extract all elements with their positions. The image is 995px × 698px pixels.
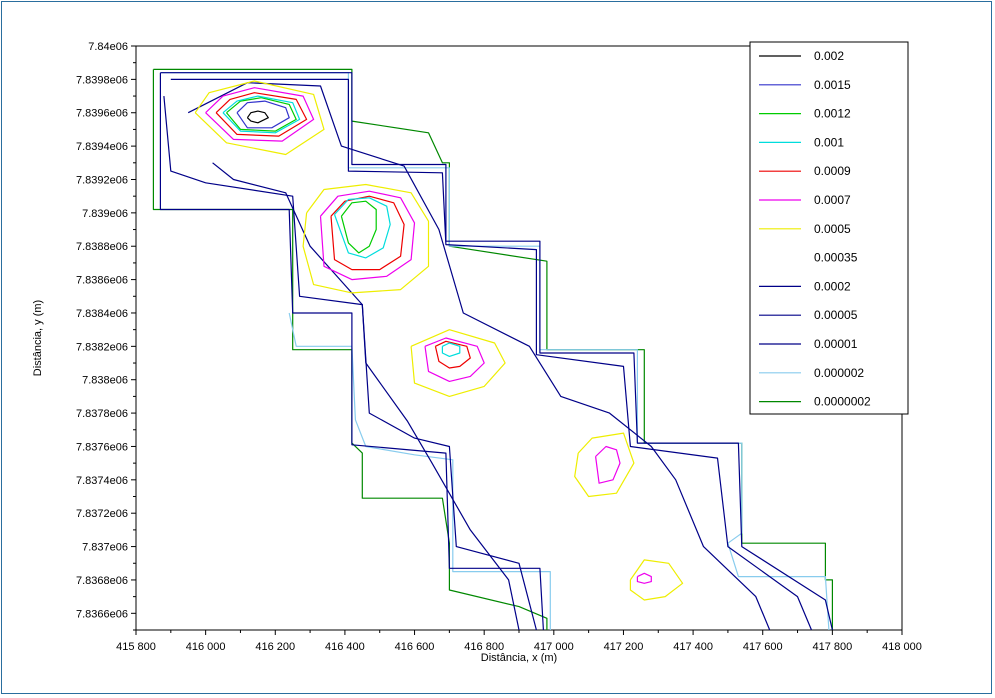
contour-line-25 [222, 95, 301, 134]
y-tick-label: 7.838e06 [82, 375, 128, 387]
contour-line-6 [170, 78, 813, 631]
x-axis-title: Distância, x (m) [481, 652, 557, 664]
y-tick-label: 7.8374e06 [76, 475, 128, 487]
x-tick-label: 417 800 [812, 641, 852, 653]
x-axis: 415 800 416 000 416 200 416 400 416 600 416 8… [116, 630, 922, 653]
contour-lines [152, 68, 834, 631]
contour-line-0 [153, 68, 834, 630]
contour-line-13 [574, 432, 635, 498]
x-tick-label: 417 200 [604, 641, 644, 653]
y-tick-label: 7.837e06 [82, 542, 128, 554]
legend-label: 0.00035 [814, 251, 858, 265]
x-tick-label: 416 400 [325, 641, 365, 653]
x-tick-label: 417 000 [534, 641, 574, 653]
contour-line-29 [246, 110, 269, 124]
contour-line-8 [187, 82, 771, 631]
legend-label: 0.000002 [814, 366, 864, 380]
contour-line-27 [441, 342, 461, 357]
contour-line-20 [215, 92, 308, 137]
x-tick-label: 417 600 [743, 641, 783, 653]
x-tick-label: 418 000 [882, 641, 922, 653]
contour-line-11 [302, 183, 430, 294]
y-axis: 7.8366e06 7.8368e06 7.837e06 7.8372e06 7.837… [76, 41, 136, 631]
y-tick-label: 7.8368e06 [76, 575, 128, 587]
contour-line-17 [424, 337, 485, 382]
legend-label: 0.0000002 [814, 395, 871, 409]
contour-line-5 [159, 72, 544, 631]
x-tick-label: 416 000 [186, 641, 226, 653]
y-tick-label: 7.8386e06 [76, 275, 128, 287]
contour-line-22 [434, 340, 471, 369]
y-tick-label: 7.8382e06 [76, 341, 128, 353]
contour-line-16 [319, 190, 416, 281]
legend-label: 0.0015 [814, 78, 851, 92]
y-tick-label: 7.8394e06 [76, 141, 128, 153]
y-tick-label: 7.8398e06 [76, 74, 128, 86]
contour-line-19 [636, 572, 652, 584]
x-tick-label: 416 200 [255, 641, 295, 653]
y-tick-label: 7.8378e06 [76, 408, 128, 420]
contour-line-4 [160, 72, 833, 631]
contour-line-3 [288, 312, 551, 630]
x-tick-label: 416 800 [464, 641, 504, 653]
x-tick-label: 417 400 [673, 641, 713, 653]
legend-label: 0.0007 [814, 193, 851, 207]
contour-line-10 [194, 80, 325, 156]
legend-label: 0.001 [814, 135, 844, 149]
contour-line-28 [236, 100, 290, 129]
y-tick-label: 7.84e06 [88, 41, 128, 53]
legend-label: 0.002 [814, 49, 844, 63]
legend: 0.002 0.0015 0.0012 0.001 0.0009 0.0007 0.0005… [749, 41, 909, 415]
x-tick-label: 415 800 [116, 641, 156, 653]
contour-line-18 [595, 445, 621, 484]
y-tick-label: 7.8384e06 [76, 308, 128, 320]
contour-line-23 [226, 97, 297, 132]
contour-line-14 [629, 559, 684, 601]
contour-line-24 [340, 200, 377, 254]
legend-label: 0.0012 [814, 107, 851, 121]
y-tick-label: 7.8392e06 [76, 174, 128, 186]
contour-line-2 [160, 72, 830, 631]
plot-area [135, 45, 903, 631]
y-axis-title: Distância, y (m) [32, 300, 44, 376]
legend-box [749, 41, 909, 415]
y-tick-label: 7.8388e06 [76, 241, 128, 253]
contour-line-15 [205, 87, 315, 142]
contour-line-1 [152, 69, 548, 630]
legend-label: 0.0005 [814, 222, 851, 236]
x-tick-label: 416 600 [395, 641, 435, 653]
legend-label: 0.0002 [814, 279, 851, 293]
y-tick-label: 7.8396e06 [76, 108, 128, 120]
contour-line-26 [333, 197, 391, 259]
y-tick-label: 7.8366e06 [76, 608, 128, 620]
legend-label: 0.00001 [814, 337, 858, 351]
contour-line-12 [410, 329, 506, 397]
legend-label: 0.0009 [814, 164, 851, 178]
contour-line-9 [212, 162, 520, 631]
legend-label: 0.00005 [814, 308, 858, 322]
contour-line-7 [163, 96, 537, 631]
y-tick-label: 7.839e06 [82, 208, 128, 220]
y-tick-label: 7.8376e06 [76, 441, 128, 453]
y-tick-label: 7.8372e06 [76, 508, 128, 520]
